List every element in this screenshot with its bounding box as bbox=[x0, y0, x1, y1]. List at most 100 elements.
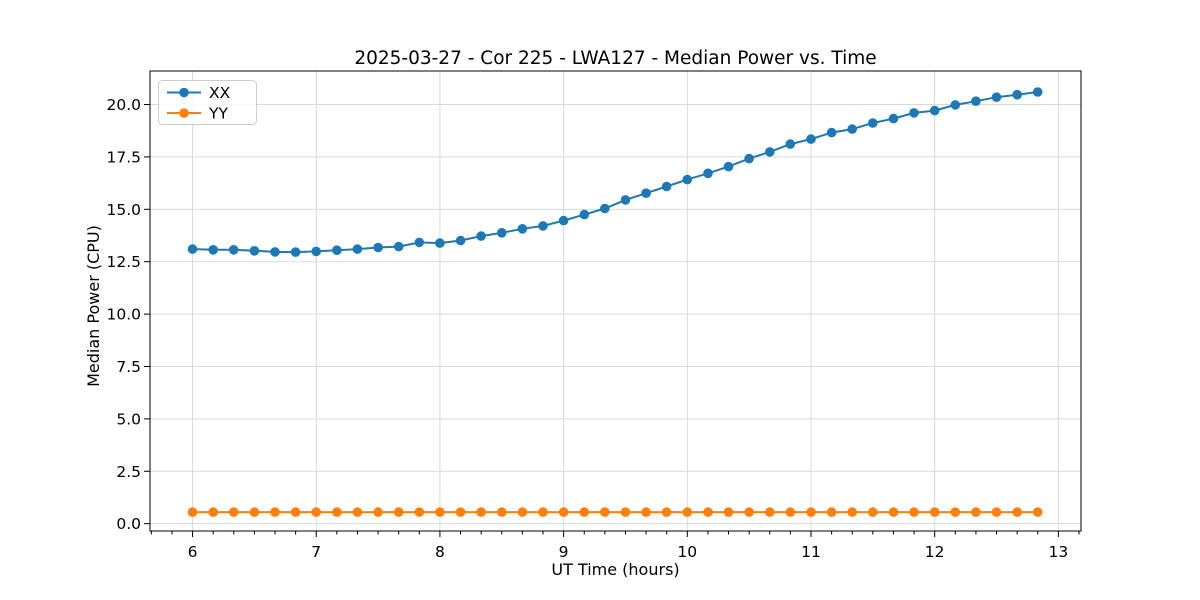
data-point-marker bbox=[393, 507, 404, 517]
data-point-marker bbox=[703, 507, 713, 517]
data-point-marker bbox=[373, 242, 383, 253]
x-tick-label: 13 bbox=[1048, 543, 1068, 561]
data-point-marker bbox=[414, 507, 425, 517]
data-point-marker bbox=[187, 244, 198, 254]
data-point-marker bbox=[765, 147, 775, 157]
data-point-marker bbox=[971, 96, 981, 106]
x-tick-label: 8 bbox=[435, 543, 445, 561]
legend: XX YY bbox=[158, 80, 257, 125]
data-point-marker bbox=[909, 108, 919, 118]
data-point-marker bbox=[249, 507, 260, 517]
data-point-marker bbox=[868, 507, 878, 517]
data-point-marker bbox=[826, 127, 837, 138]
x-tick-label: 9 bbox=[559, 543, 569, 561]
data-point-marker bbox=[579, 507, 590, 517]
x-tick-label: 11 bbox=[801, 543, 821, 561]
data-point-marker bbox=[311, 246, 322, 257]
legend-label: XX bbox=[209, 84, 231, 102]
grid bbox=[150, 71, 1081, 531]
data-point-marker bbox=[352, 244, 363, 254]
data-point-marker bbox=[476, 231, 486, 241]
data-point-marker bbox=[847, 124, 857, 134]
data-point-marker bbox=[579, 209, 590, 220]
data-point-marker bbox=[435, 238, 445, 248]
tick-labels: 6 7 8 9 10 11 12 13 0.0 2.5 5.0 7.5 10.0 12.5 15.0 17.5… bbox=[106, 96, 1068, 561]
data-point-marker bbox=[971, 507, 981, 517]
data-point-marker bbox=[1012, 507, 1022, 517]
data-point-marker bbox=[517, 224, 528, 234]
data-point-marker bbox=[228, 245, 239, 255]
data-point-marker bbox=[517, 507, 528, 517]
data-point-marker bbox=[208, 507, 218, 517]
data-point-marker bbox=[682, 174, 693, 185]
data-point-marker bbox=[888, 113, 899, 124]
y-tick-label: 5.0 bbox=[116, 410, 141, 428]
data-point-marker bbox=[455, 235, 466, 246]
data-point-marker bbox=[393, 241, 404, 252]
data-point-marker bbox=[991, 92, 1002, 102]
data-point-marker bbox=[929, 105, 940, 116]
x-tick-label: 7 bbox=[311, 543, 321, 561]
data-point-marker bbox=[703, 168, 713, 179]
y-tick-label: 17.5 bbox=[106, 148, 141, 166]
y-tick-label: 7.5 bbox=[116, 358, 141, 376]
data-point-marker bbox=[435, 507, 445, 517]
data-point-marker bbox=[538, 507, 548, 517]
data-point-marker bbox=[1032, 87, 1043, 97]
data-point-marker bbox=[744, 507, 754, 517]
data-point-marker bbox=[455, 507, 466, 517]
data-point-marker bbox=[723, 161, 734, 172]
x-tick-label: 6 bbox=[188, 543, 198, 561]
series-XX bbox=[187, 87, 1043, 257]
data-point-marker bbox=[826, 507, 837, 517]
data-point-marker bbox=[909, 507, 919, 517]
data-point-marker bbox=[600, 507, 610, 517]
data-point-marker bbox=[620, 195, 631, 205]
data-point-marker bbox=[600, 203, 610, 214]
data-point-marker bbox=[373, 507, 383, 517]
data-point-marker bbox=[641, 188, 651, 198]
data-point-marker bbox=[558, 215, 569, 226]
legend-box bbox=[158, 80, 257, 125]
data-point-marker bbox=[785, 507, 796, 517]
axis-ticks bbox=[144, 104, 1080, 537]
plot-spines bbox=[149, 70, 1082, 532]
data-point-marker bbox=[1032, 507, 1043, 517]
data-point-marker bbox=[352, 507, 363, 517]
y-tick-label: 10.0 bbox=[106, 306, 141, 324]
data-point-marker bbox=[806, 507, 816, 517]
data-point-marker bbox=[290, 507, 301, 517]
data-point-marker bbox=[249, 246, 260, 256]
y-tick-label: 12.5 bbox=[106, 253, 141, 271]
data-point-marker bbox=[682, 507, 693, 517]
series-YY bbox=[187, 507, 1043, 517]
data-point-marker bbox=[888, 507, 899, 517]
y-tick-label: 15.0 bbox=[106, 201, 141, 219]
data-point-marker bbox=[208, 245, 218, 255]
data-point-marker bbox=[991, 507, 1002, 517]
data-point-marker bbox=[290, 247, 301, 257]
data-point-marker bbox=[311, 507, 322, 517]
data-point-marker bbox=[228, 507, 239, 517]
data-point-marker bbox=[744, 153, 754, 164]
chart-title: 2025-03-27 - Cor 225 - LWA127 - Median P… bbox=[354, 48, 876, 69]
plot-area: 6 7 8 9 10 11 12 13 0.0 2.5 5.0 7.5 10.0 12.5 15.0 17.5… bbox=[106, 70, 1082, 561]
data-point-marker bbox=[661, 507, 672, 517]
data-point-marker bbox=[497, 507, 507, 517]
data-point-marker bbox=[765, 507, 775, 517]
data-point-marker bbox=[723, 507, 734, 517]
data-point-marker bbox=[620, 507, 631, 517]
x-tick-label: 12 bbox=[925, 543, 945, 561]
data-point-marker bbox=[641, 507, 651, 517]
data-point-marker bbox=[558, 507, 569, 517]
data-point-marker bbox=[806, 134, 816, 144]
data-point-marker bbox=[950, 507, 961, 517]
data-point-marker bbox=[868, 118, 878, 128]
data-point-marker bbox=[332, 507, 342, 517]
x-axis-label: UT Time (hours) bbox=[551, 560, 679, 579]
data-point-marker bbox=[847, 507, 857, 517]
y-axis-label: Median Power (CPU) bbox=[84, 225, 103, 387]
legend-swatch-marker bbox=[179, 87, 189, 98]
